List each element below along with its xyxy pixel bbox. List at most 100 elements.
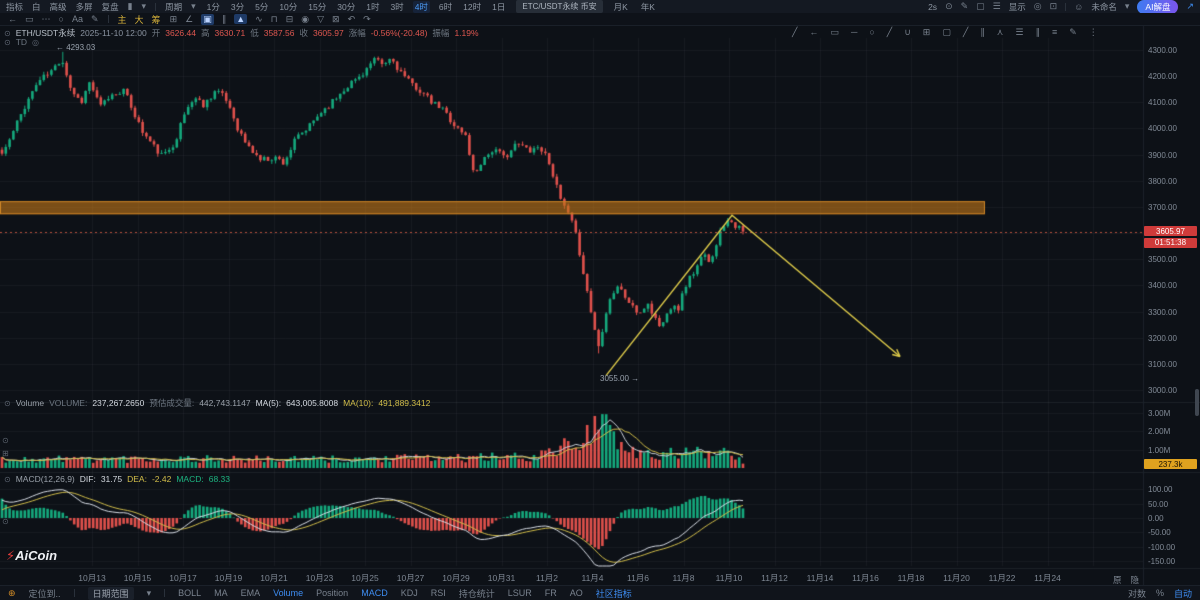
indicator-button[interactable]: BOLL xyxy=(178,588,202,598)
screenshot-icon[interactable]: ⊟ xyxy=(285,13,294,24)
circle-icon[interactable]: ⊙ xyxy=(4,398,11,408)
chevron-down-icon[interactable]: ▾ xyxy=(1124,1,1130,11)
chart-style-icon[interactable]: ▮ xyxy=(127,1,133,11)
rectangle-icon[interactable]: ▭ xyxy=(830,27,839,37)
frame-icon[interactable]: ▢ xyxy=(976,1,985,11)
timeframe-button[interactable]: 6时 xyxy=(438,1,453,12)
ellipse-tool-icon[interactable]: ○ xyxy=(58,14,64,24)
pane-toggle-button[interactable]: 隐 xyxy=(1130,575,1140,585)
timeframe-button[interactable]: 10分 xyxy=(279,1,298,12)
td-indicator-label[interactable]: TD xyxy=(15,37,28,47)
circle-icon[interactable]: ⊙ xyxy=(4,474,11,484)
camera-icon[interactable]: ⊙ xyxy=(2,517,9,526)
chevron-down-icon[interactable]: ▾ xyxy=(191,1,196,11)
share-icon[interactable]: ↗ xyxy=(1186,1,1194,11)
peak-price-annotation[interactable]: ← 4293.03 xyxy=(56,43,96,52)
more-dots-icon[interactable]: ⋯ xyxy=(41,13,51,24)
camera-icon[interactable]: ⊙ xyxy=(945,1,953,11)
timeframe-button[interactable]: 月K xyxy=(613,1,628,12)
fullscreen-icon[interactable]: ⊡ xyxy=(1049,1,1058,11)
timeframe-button[interactable]: 1日 xyxy=(492,1,506,12)
timeframe-button[interactable]: 3分 xyxy=(230,1,245,12)
indicator-button[interactable]: Position xyxy=(316,588,349,598)
compare-pair-button[interactable]: ETC/USDT永续 币安 xyxy=(516,0,603,13)
rect-tool-icon[interactable]: ▭ xyxy=(25,13,34,24)
horizontal-line-icon[interactable]: ─ xyxy=(850,27,858,37)
eye-toggle-icon[interactable]: ⊙ xyxy=(4,28,11,38)
pattern-icon[interactable]: ▲ xyxy=(234,14,248,24)
menu-item[interactable]: 高级 xyxy=(49,1,67,12)
timeframe-button[interactable]: 4时 xyxy=(412,0,430,13)
indicator-button[interactable]: MA xyxy=(214,588,228,598)
eye-icon[interactable]: ◎ xyxy=(1033,1,1042,11)
locate-icon[interactable]: ⊕ xyxy=(8,587,16,598)
timeframe-button[interactable]: 年K xyxy=(640,1,655,12)
menu-item[interactable]: 指标 xyxy=(6,1,24,12)
ellipse-icon[interactable]: ○ xyxy=(869,27,875,37)
arrow-mark-icon[interactable]: ← xyxy=(809,27,819,37)
chart-mode-button[interactable]: 筹 xyxy=(151,14,161,25)
timeframe-button[interactable]: 3时 xyxy=(390,1,404,12)
timeframe-button[interactable]: 5分 xyxy=(255,1,269,12)
timeframe-button[interactable]: 12时 xyxy=(463,1,482,12)
brush-tool-icon[interactable]: ✎ xyxy=(90,13,99,24)
trend-start-annotation[interactable]: 3055.00 → xyxy=(600,374,640,383)
delete-icon[interactable]: ⊠ xyxy=(332,13,340,24)
chart-mode-button[interactable]: 大 xyxy=(134,14,144,25)
timeframe-button[interactable]: 15分 xyxy=(308,1,327,12)
expand-icon[interactable]: ⊞ xyxy=(2,449,9,458)
indicator-button[interactable]: KDJ xyxy=(400,588,418,598)
dashed-line-icon[interactable]: ╱ xyxy=(962,27,969,37)
undo-icon[interactable]: ↶ xyxy=(347,13,356,24)
pitchfork-icon[interactable]: ⋏ xyxy=(996,27,1004,37)
menu-item[interactable]: 白 xyxy=(32,1,41,12)
indicator-button[interactable]: MACD xyxy=(361,588,388,598)
interval-badge[interactable]: 2s xyxy=(928,1,938,12)
date-range-button[interactable]: 日期范围 xyxy=(87,586,134,600)
chevron-down-icon[interactable]: ▾ xyxy=(141,1,147,11)
chart-mode-button[interactable]: 主 xyxy=(117,14,127,25)
menu-item[interactable]: 复盘 xyxy=(101,1,119,12)
indicator-button[interactable]: FR xyxy=(544,588,557,598)
angle-tool-icon[interactable]: ∠ xyxy=(185,13,194,24)
ai-analysis-button[interactable]: AI解盘 xyxy=(1137,0,1179,14)
filter-icon[interactable]: ▽ xyxy=(317,13,325,24)
timeframe-button[interactable]: 30分 xyxy=(337,1,356,12)
menu-item[interactable]: 多屏 xyxy=(75,1,93,12)
indicator-button[interactable]: Volume xyxy=(273,588,304,598)
display-button[interactable]: 显示 xyxy=(1008,1,1026,12)
ruler-icon[interactable]: ∥ xyxy=(221,13,227,24)
scale-button[interactable]: 对数 xyxy=(1127,588,1146,599)
chevron-down-icon[interactable]: ▾ xyxy=(146,587,152,598)
more-icon[interactable]: ⋮ xyxy=(1088,27,1098,37)
brush-icon[interactable]: ✎ xyxy=(1069,27,1077,37)
ray-icon[interactable]: ╱ xyxy=(886,27,893,37)
pane-toggle-button[interactable]: 原 xyxy=(1113,575,1122,585)
circle-icon[interactable]: ⊙ xyxy=(4,37,11,47)
menu-icon[interactable]: ☰ xyxy=(992,1,1001,11)
box-icon[interactable]: ▢ xyxy=(942,27,951,37)
lock-icon[interactable]: ⊓ xyxy=(270,13,278,24)
timeframe-button[interactable]: 1时 xyxy=(366,1,380,12)
globe-icon[interactable]: ◉ xyxy=(301,13,310,24)
locate-button[interactable]: 定位到.. xyxy=(28,588,61,599)
indicator-button[interactable]: AO xyxy=(569,588,583,598)
indicator-button[interactable]: 持仓统计 xyxy=(458,588,495,599)
marker-icon[interactable]: ✎ xyxy=(960,1,969,11)
pan-tool-icon[interactable]: ← xyxy=(8,14,17,24)
layout-name[interactable]: 未命名 xyxy=(1091,1,1117,12)
callout-icon[interactable]: ⊞ xyxy=(922,27,931,37)
indicator-button[interactable]: RSI xyxy=(430,588,446,598)
timeframe-button[interactable]: 1分 xyxy=(206,1,220,12)
scale-button[interactable]: % xyxy=(1155,588,1164,598)
parallel-lines-icon[interactable]: ∥ xyxy=(1035,27,1040,37)
scrollbar-thumb[interactable] xyxy=(1195,389,1199,416)
smiley-icon[interactable]: ☺ xyxy=(1074,1,1084,12)
period-label[interactable]: 周期 xyxy=(165,1,183,12)
parallel-channel-icon[interactable]: ∥ xyxy=(980,27,985,37)
fib-levels-icon[interactable]: ☰ xyxy=(1015,27,1024,37)
indicator-button[interactable]: LSUR xyxy=(507,588,532,598)
trend-line-icon[interactable]: ╱ xyxy=(792,27,798,37)
wave-icon[interactable]: ∿ xyxy=(255,13,263,24)
